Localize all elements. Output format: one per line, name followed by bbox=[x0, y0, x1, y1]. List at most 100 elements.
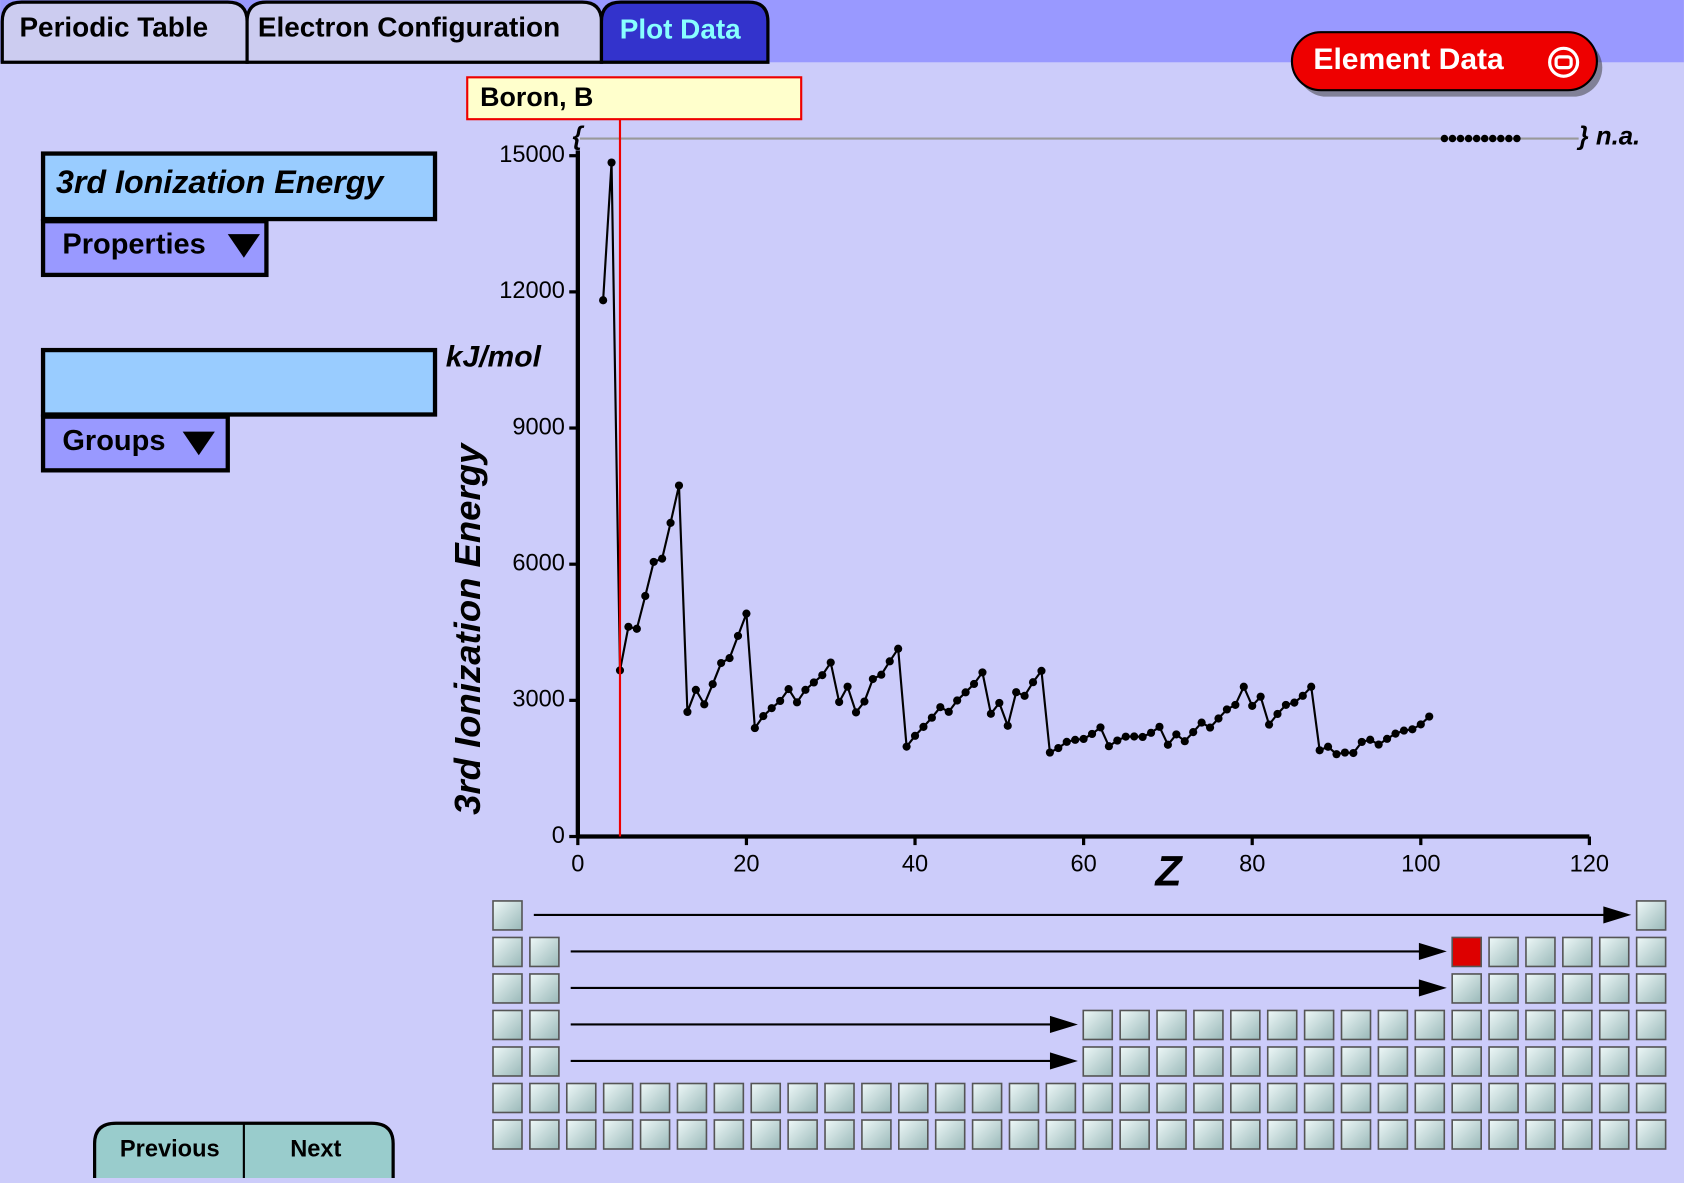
element-cell[interactable] bbox=[1230, 1046, 1261, 1077]
element-cell[interactable] bbox=[1635, 1119, 1667, 1150]
element-cell[interactable] bbox=[1562, 1119, 1593, 1150]
element-cell[interactable] bbox=[1082, 1119, 1114, 1150]
element-cell[interactable] bbox=[492, 900, 523, 931]
element-cell[interactable] bbox=[1193, 1009, 1224, 1041]
element-cell[interactable] bbox=[1414, 1119, 1446, 1150]
element-cell[interactable] bbox=[1303, 1009, 1335, 1041]
element-cell[interactable] bbox=[1525, 1082, 1556, 1114]
element-cell[interactable] bbox=[787, 1119, 818, 1150]
element-cell[interactable] bbox=[1488, 1009, 1519, 1041]
element-cell[interactable] bbox=[1377, 1046, 1409, 1077]
element-cell[interactable] bbox=[1451, 1009, 1482, 1041]
element-cell[interactable] bbox=[1156, 1009, 1187, 1041]
element-cell[interactable] bbox=[529, 973, 560, 1004]
previous-button[interactable]: Previous bbox=[120, 1136, 220, 1162]
element-cell[interactable] bbox=[639, 1119, 671, 1150]
tab-label[interactable]: Periodic Table bbox=[19, 11, 208, 42]
element-cell[interactable] bbox=[824, 1119, 855, 1150]
element-cell[interactable] bbox=[676, 1082, 708, 1114]
element-cell[interactable] bbox=[1340, 1082, 1372, 1114]
element-cell[interactable] bbox=[1156, 1119, 1187, 1150]
element-cell[interactable] bbox=[861, 1082, 892, 1114]
tab-label[interactable]: Electron Configuration bbox=[258, 11, 560, 42]
element-cell[interactable] bbox=[1598, 1119, 1630, 1150]
element-cell[interactable] bbox=[1525, 936, 1556, 968]
element-cell[interactable] bbox=[1266, 1046, 1298, 1077]
element-cell[interactable] bbox=[1598, 973, 1630, 1004]
properties-menu[interactable] bbox=[40, 219, 269, 278]
element-cell[interactable] bbox=[529, 1046, 560, 1077]
element-cell[interactable] bbox=[1377, 1082, 1409, 1114]
element-cell[interactable] bbox=[1230, 1082, 1261, 1114]
next-button[interactable]: Next bbox=[290, 1136, 341, 1162]
element-cell[interactable] bbox=[1266, 1009, 1298, 1041]
element-cell[interactable] bbox=[1156, 1082, 1187, 1114]
element-cell[interactable] bbox=[750, 1082, 782, 1114]
element-cell[interactable] bbox=[1451, 1082, 1482, 1114]
element-cell[interactable] bbox=[1340, 1009, 1372, 1041]
element-cell[interactable] bbox=[1340, 1046, 1372, 1077]
element-cell[interactable] bbox=[1377, 1009, 1409, 1041]
element-cell[interactable] bbox=[787, 1082, 818, 1114]
element-cell[interactable] bbox=[1488, 1082, 1519, 1114]
element-cell[interactable] bbox=[1562, 1046, 1593, 1077]
groups-menu[interactable] bbox=[40, 414, 230, 473]
element-cell[interactable] bbox=[1414, 1082, 1446, 1114]
element-cell[interactable] bbox=[1119, 1046, 1150, 1077]
element-cell[interactable] bbox=[529, 1009, 560, 1041]
element-cell[interactable] bbox=[1525, 1119, 1556, 1150]
element-cell[interactable] bbox=[1303, 1046, 1335, 1077]
element-cell[interactable] bbox=[1635, 1009, 1667, 1041]
element-cell[interactable] bbox=[750, 1119, 782, 1150]
element-cell[interactable] bbox=[492, 936, 523, 968]
element-cell[interactable] bbox=[1045, 1082, 1077, 1114]
element-cell[interactable] bbox=[1635, 1046, 1667, 1077]
element-cell[interactable] bbox=[1414, 1046, 1446, 1077]
element-cell[interactable] bbox=[1266, 1082, 1298, 1114]
element-cell[interactable] bbox=[1156, 1046, 1187, 1077]
element-cell[interactable] bbox=[676, 1119, 708, 1150]
element-cell[interactable] bbox=[1562, 936, 1593, 968]
element-cell[interactable] bbox=[1119, 1119, 1150, 1150]
element-cell[interactable] bbox=[565, 1119, 597, 1150]
element-cell[interactable] bbox=[1303, 1082, 1335, 1114]
element-cell[interactable] bbox=[1119, 1082, 1150, 1114]
element-cell[interactable] bbox=[1488, 936, 1519, 968]
element-cell[interactable] bbox=[492, 973, 523, 1004]
element-cell[interactable] bbox=[1488, 973, 1519, 1004]
element-cell[interactable] bbox=[529, 1119, 560, 1150]
tab-active[interactable] bbox=[599, 0, 770, 64]
element-cell[interactable] bbox=[565, 1082, 597, 1114]
element-cell[interactable] bbox=[1119, 1009, 1150, 1041]
element-cell[interactable] bbox=[824, 1082, 855, 1114]
element-cell[interactable] bbox=[861, 1119, 892, 1150]
element-cell[interactable] bbox=[1562, 1082, 1593, 1114]
element-cell[interactable] bbox=[1488, 1119, 1519, 1150]
element-cell[interactable] bbox=[1230, 1009, 1261, 1041]
element-cell[interactable] bbox=[1635, 900, 1667, 931]
element-cell[interactable] bbox=[1303, 1119, 1335, 1150]
element-cell[interactable] bbox=[1340, 1119, 1372, 1150]
element-cell[interactable] bbox=[1008, 1119, 1040, 1150]
element-cell[interactable] bbox=[1562, 1009, 1593, 1041]
element-cell[interactable] bbox=[934, 1119, 966, 1150]
element-cell[interactable] bbox=[1598, 1009, 1630, 1041]
element-cell[interactable] bbox=[492, 1046, 523, 1077]
element-cell[interactable] bbox=[1045, 1119, 1077, 1150]
element-cell[interactable] bbox=[492, 1082, 523, 1114]
menu-label[interactable]: Groups bbox=[62, 425, 165, 457]
element-cell[interactable] bbox=[1193, 1082, 1224, 1114]
element-cell[interactable] bbox=[1525, 973, 1556, 1004]
selected-element[interactable] bbox=[1451, 936, 1482, 968]
element-cell[interactable] bbox=[934, 1082, 966, 1114]
element-cell[interactable] bbox=[1377, 1119, 1409, 1150]
element-cell[interactable] bbox=[1451, 1119, 1482, 1150]
element-cell[interactable] bbox=[1008, 1082, 1040, 1114]
element-cell[interactable] bbox=[713, 1082, 745, 1114]
element-cell[interactable] bbox=[529, 1082, 560, 1114]
element-cell[interactable] bbox=[602, 1119, 634, 1150]
element-cell[interactable] bbox=[1635, 973, 1667, 1004]
element-cell[interactable] bbox=[1193, 1046, 1224, 1077]
element-cell[interactable] bbox=[1598, 936, 1630, 968]
element-cell[interactable] bbox=[1082, 1009, 1114, 1041]
